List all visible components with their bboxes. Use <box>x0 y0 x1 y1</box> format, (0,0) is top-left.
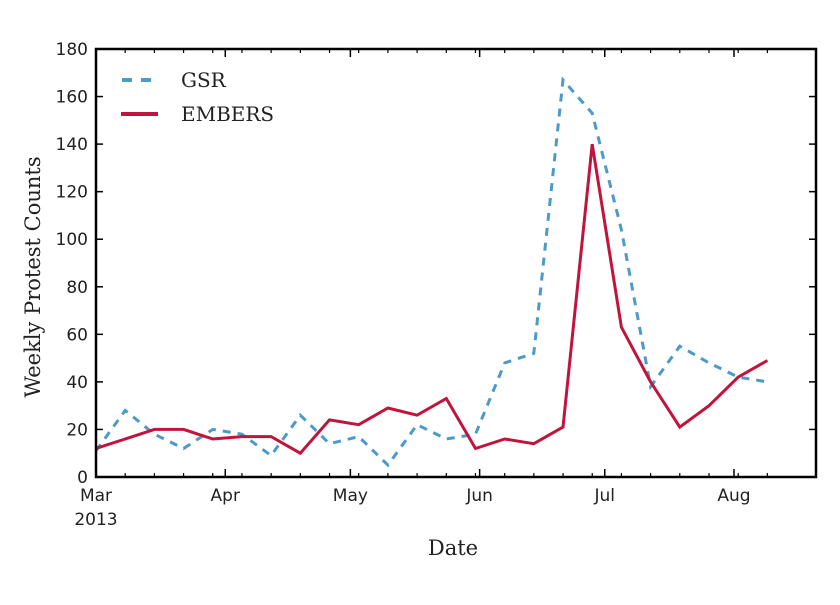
y-tick-label: 160 <box>56 88 88 108</box>
y-tick-label: 20 <box>66 420 88 440</box>
series-embers-line <box>96 143 769 456</box>
y-tick-label: 100 <box>56 230 88 250</box>
plot-frame <box>94 47 818 479</box>
y-tick-label: 120 <box>56 183 88 203</box>
y-axis-ticks: 0 20 40 60 80 100 120 140 160 180 <box>56 40 816 488</box>
x-axis-ticks: Mar 2013 Apr May Jun Jul Aug <box>74 49 768 530</box>
y-tick-label: 60 <box>66 325 88 345</box>
x-tick-label: Aug <box>717 486 750 506</box>
x-axis-title: Date <box>428 536 478 560</box>
series-lines <box>96 76 769 468</box>
y-axis-title: Weekly Protest Counts <box>21 156 45 397</box>
legend-gsr-label: GSR <box>181 68 227 92</box>
legend-embers-label: EMBERS <box>181 102 274 126</box>
y-tick-label: 40 <box>66 373 88 393</box>
x-tick-label: Jul <box>593 486 615 506</box>
x-tick-label: Mar <box>80 486 112 506</box>
x-tick-label: Jun <box>465 486 493 506</box>
x-tick-label: May <box>333 486 368 506</box>
y-tick-label: 140 <box>56 135 88 155</box>
legend: GSR EMBERS <box>121 68 274 126</box>
y-tick-label: 80 <box>66 278 88 298</box>
x-tick-label-year: 2013 <box>74 510 117 530</box>
y-tick-label: 0 <box>77 468 88 488</box>
y-tick-label: 180 <box>56 40 88 60</box>
x-tick-label: Apr <box>211 486 240 506</box>
